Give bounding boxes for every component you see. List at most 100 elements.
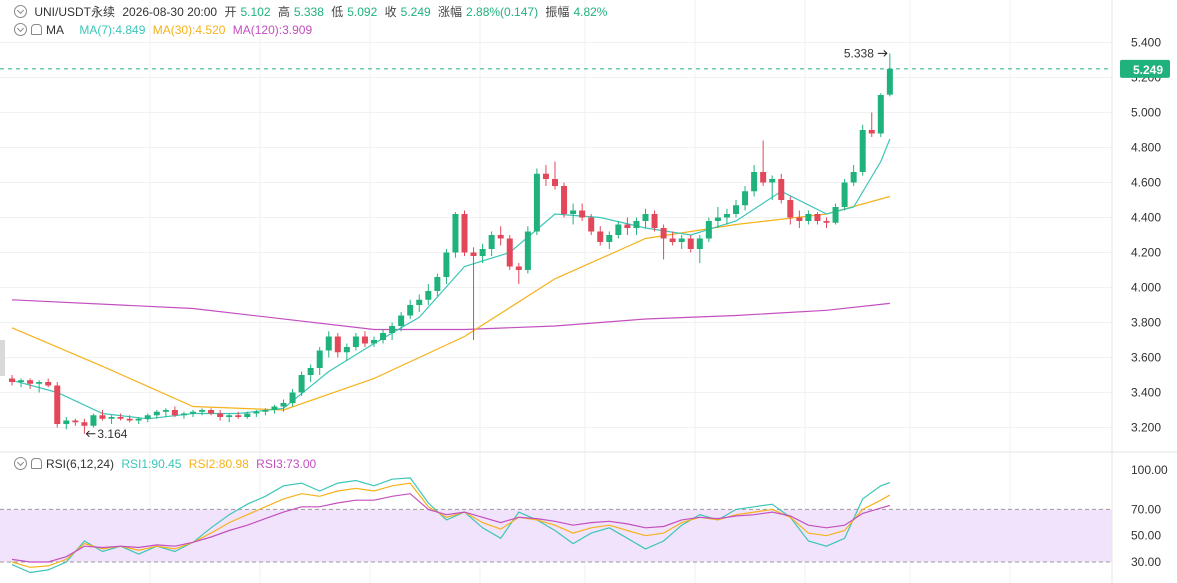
- candle-body: [99, 415, 106, 419]
- candle-body: [262, 410, 269, 412]
- candle: [579, 203, 586, 221]
- candle-body: [633, 221, 640, 228]
- candle: [642, 208, 649, 228]
- candle: [334, 333, 341, 358]
- candle-body: [561, 186, 568, 214]
- scroll-handle: [0, 340, 5, 376]
- close-label: 收: [384, 5, 397, 19]
- candle: [452, 212, 459, 258]
- rsi-legend: RSI(6,12,24) RSI1:90.45 RSI2:80.98 RSI3:…: [14, 456, 320, 472]
- candle: [27, 378, 34, 389]
- candle: [63, 417, 70, 430]
- candle-body: [253, 411, 260, 414]
- ma7-line: [11, 138, 891, 420]
- candle-body: [45, 382, 52, 386]
- candle: [506, 235, 513, 270]
- rsi-tick-label: 100.00: [1131, 463, 1168, 477]
- candle: [552, 161, 558, 190]
- rsi-bell-icon[interactable]: [31, 458, 42, 469]
- candle-body: [271, 406, 278, 410]
- collapse-rsi-icon[interactable]: [14, 457, 27, 470]
- collapse-ma-icon[interactable]: [14, 23, 27, 36]
- ma30-legend: MA(30):4.520: [152, 23, 226, 37]
- candle-body: [361, 336, 368, 344]
- candle: [180, 411, 187, 419]
- candle: [796, 210, 803, 228]
- candle-body: [153, 411, 160, 416]
- candle-body: [696, 238, 703, 249]
- candle: [398, 312, 405, 332]
- rsi-line-rsi3: [11, 493, 891, 563]
- candle-body: [334, 336, 341, 353]
- markers: 5.249 5.338 3.164: [0, 46, 1170, 441]
- candle-body: [850, 172, 857, 183]
- candle: [760, 140, 767, 186]
- collapse-icon[interactable]: [14, 5, 27, 18]
- candle: [371, 336, 377, 347]
- candle-body: [352, 336, 359, 347]
- candle: [624, 217, 631, 235]
- candle-body: [488, 235, 495, 249]
- candle: [723, 208, 730, 225]
- ma30-line: [11, 195, 891, 411]
- candle-body: [36, 382, 43, 384]
- candle-body: [579, 210, 586, 218]
- candle-body: [705, 221, 712, 239]
- candle: [208, 408, 215, 416]
- candle: [253, 410, 260, 417]
- candle: [407, 299, 414, 319]
- candle: [733, 200, 739, 218]
- candle-body: [452, 214, 459, 253]
- candle: [570, 203, 577, 225]
- candle-body: [90, 415, 97, 426]
- candle-body: [733, 205, 739, 214]
- amplitude-label: 振幅: [545, 5, 570, 19]
- candle-body: [416, 299, 423, 305]
- candle: [235, 411, 242, 419]
- ma-label[interactable]: MA: [46, 23, 64, 37]
- candle-body: [190, 411, 196, 414]
- rsi-label[interactable]: RSI(6,12,24): [46, 457, 115, 471]
- candle: [542, 165, 549, 186]
- current-price-badge: [1120, 59, 1170, 78]
- price-tick-label: 4.400: [1131, 211, 1161, 225]
- max-arrow-icon: [877, 49, 888, 57]
- candle-body: [751, 172, 758, 192]
- candle-body: [760, 172, 767, 183]
- candle-body: [669, 238, 676, 242]
- bell-icon[interactable]: [31, 24, 42, 35]
- open-label: 开: [224, 5, 237, 19]
- candle: [380, 329, 387, 344]
- rsi3-legend: RSI3:73.00: [256, 457, 317, 471]
- candle: [470, 247, 477, 340]
- candle-body: [126, 418, 133, 421]
- datetime-label: 2026-08-30 20:00: [122, 5, 218, 19]
- candle-body: [841, 182, 848, 207]
- candle: [606, 231, 613, 249]
- candle: [778, 173, 785, 204]
- candle: [868, 112, 875, 137]
- candle: [72, 418, 79, 426]
- candle: [669, 231, 676, 246]
- low-label: 低: [331, 5, 344, 19]
- candle-body: [796, 217, 803, 221]
- candle-body: [868, 130, 875, 134]
- candle: [651, 210, 658, 232]
- price-tick-label: 3.800: [1131, 316, 1161, 330]
- candle-body: [9, 378, 15, 382]
- candle: [90, 413, 97, 428]
- candle-body: [325, 336, 332, 351]
- rsi-tick-label: 30.00: [1131, 555, 1161, 569]
- candle: [416, 294, 423, 312]
- candle: [162, 408, 169, 417]
- candle: [135, 417, 142, 424]
- candle-body: [742, 191, 749, 206]
- candle: [886, 53, 893, 97]
- candle-body: [805, 214, 812, 221]
- candle: [199, 408, 206, 416]
- candle-body: [723, 214, 730, 218]
- candle-body: [859, 130, 866, 172]
- candle: [705, 217, 712, 242]
